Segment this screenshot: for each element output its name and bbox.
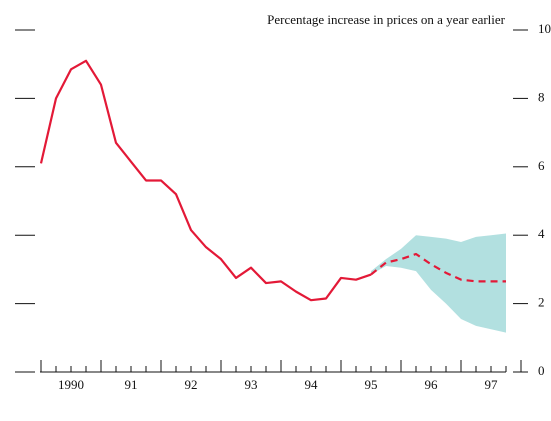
x-tick-label: 95 — [365, 377, 378, 392]
x-tick-label: 91 — [125, 377, 138, 392]
y-tick-label: 0 — [538, 363, 545, 378]
y-tick-label: 8 — [538, 89, 545, 104]
x-tick-label: 92 — [185, 377, 198, 392]
x-tick-label: 96 — [425, 377, 439, 392]
x-tick-label: 97 — [485, 377, 499, 392]
inflation-line — [39, 59, 372, 302]
y-tick-label: 2 — [538, 295, 545, 310]
y-tick-label: 4 — [538, 226, 545, 241]
x-tick-label: 93 — [245, 377, 258, 392]
projection-line — [370, 252, 506, 283]
x-tick-label: 1990 — [58, 377, 84, 392]
chart-title: Percentage increase in prices on a year … — [267, 12, 506, 27]
y-tick-label: 6 — [538, 158, 545, 173]
y-tick-label: 10 — [538, 21, 551, 36]
x-tick-label: 94 — [305, 377, 319, 392]
projection-band — [371, 233, 506, 333]
